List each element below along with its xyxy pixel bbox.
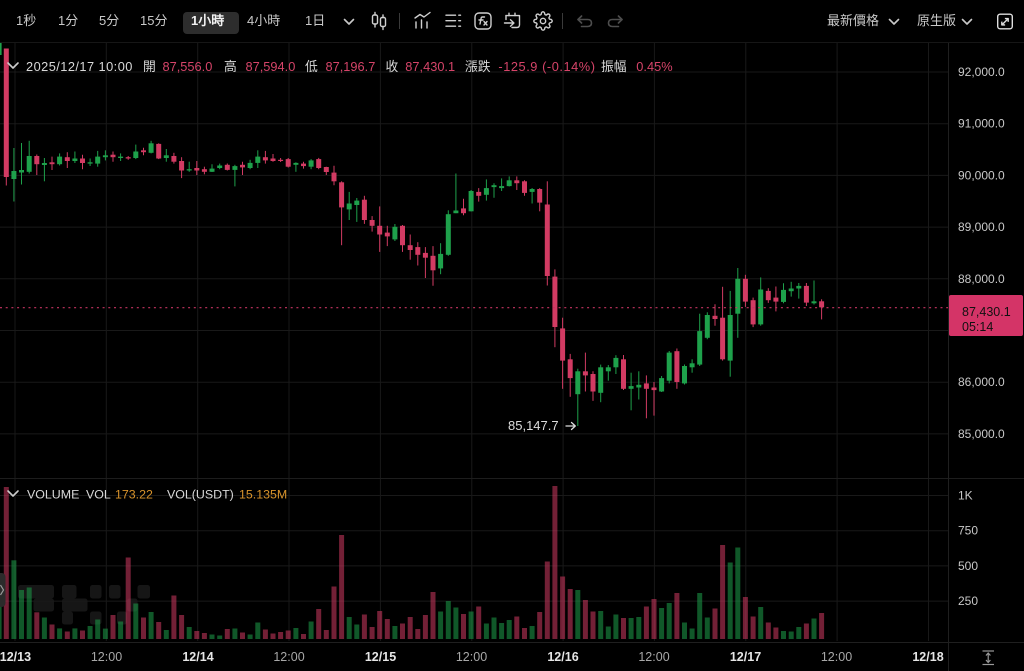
svg-text:86,000.0: 86,000.0 [958, 375, 1005, 389]
svg-text:VOLUME: VOLUME [27, 488, 79, 502]
svg-text:87,594.0: 87,594.0 [246, 59, 296, 74]
svg-text:85,147.7: 85,147.7 [508, 418, 559, 433]
svg-text:12/17: 12/17 [730, 650, 761, 664]
svg-text:87,430.1: 87,430.1 [962, 305, 1011, 319]
svg-text:87,556.0: 87,556.0 [163, 59, 213, 74]
svg-text:漲跌: 漲跌 [465, 59, 491, 74]
svg-text:89,000.0: 89,000.0 [958, 220, 1005, 234]
svg-text:12/15: 12/15 [365, 650, 396, 664]
svg-text:2025/12/17 10:00: 2025/12/17 10:00 [26, 59, 133, 74]
svg-text:85,000.0: 85,000.0 [958, 427, 1005, 441]
svg-text:收: 收 [386, 59, 399, 74]
svg-text:0.45%: 0.45% [636, 59, 672, 74]
svg-text:1K: 1K [958, 489, 973, 503]
svg-text:12:00: 12:00 [821, 650, 852, 664]
svg-text:88,000.0: 88,000.0 [958, 272, 1005, 286]
svg-text:87,196.7: 87,196.7 [326, 59, 376, 74]
svg-text:05:14: 05:14 [962, 320, 993, 334]
svg-text:500: 500 [958, 559, 978, 573]
svg-text:250: 250 [958, 594, 978, 608]
svg-text:12:00: 12:00 [456, 650, 487, 664]
svg-text:-125.9 (-0.14%): -125.9 (-0.14%) [498, 59, 595, 74]
svg-text:12/14: 12/14 [182, 650, 213, 664]
svg-text:VOL: VOL [86, 488, 111, 502]
svg-text:87,430.1: 87,430.1 [405, 59, 455, 74]
svg-text:VOL(USDT): VOL(USDT) [167, 488, 234, 502]
svg-text:12:00: 12:00 [91, 650, 122, 664]
svg-text:90,000.0: 90,000.0 [958, 168, 1005, 182]
svg-text:92,000.0: 92,000.0 [958, 65, 1005, 79]
svg-text:12:00: 12:00 [638, 650, 669, 664]
svg-text:15.135M: 15.135M [239, 488, 287, 502]
svg-text:振幅: 振幅 [601, 59, 627, 74]
svg-text:開: 開 [143, 59, 156, 74]
svg-text:低: 低 [305, 59, 318, 74]
svg-text:高: 高 [224, 59, 237, 74]
svg-text:12/18: 12/18 [912, 650, 943, 664]
svg-text:12:00: 12:00 [273, 650, 304, 664]
svg-text:12/16: 12/16 [547, 650, 578, 664]
svg-text:173.22: 173.22 [115, 488, 153, 502]
svg-text:91,000.0: 91,000.0 [958, 117, 1005, 131]
svg-text:12/13: 12/13 [0, 650, 31, 664]
svg-text:750: 750 [958, 524, 978, 538]
